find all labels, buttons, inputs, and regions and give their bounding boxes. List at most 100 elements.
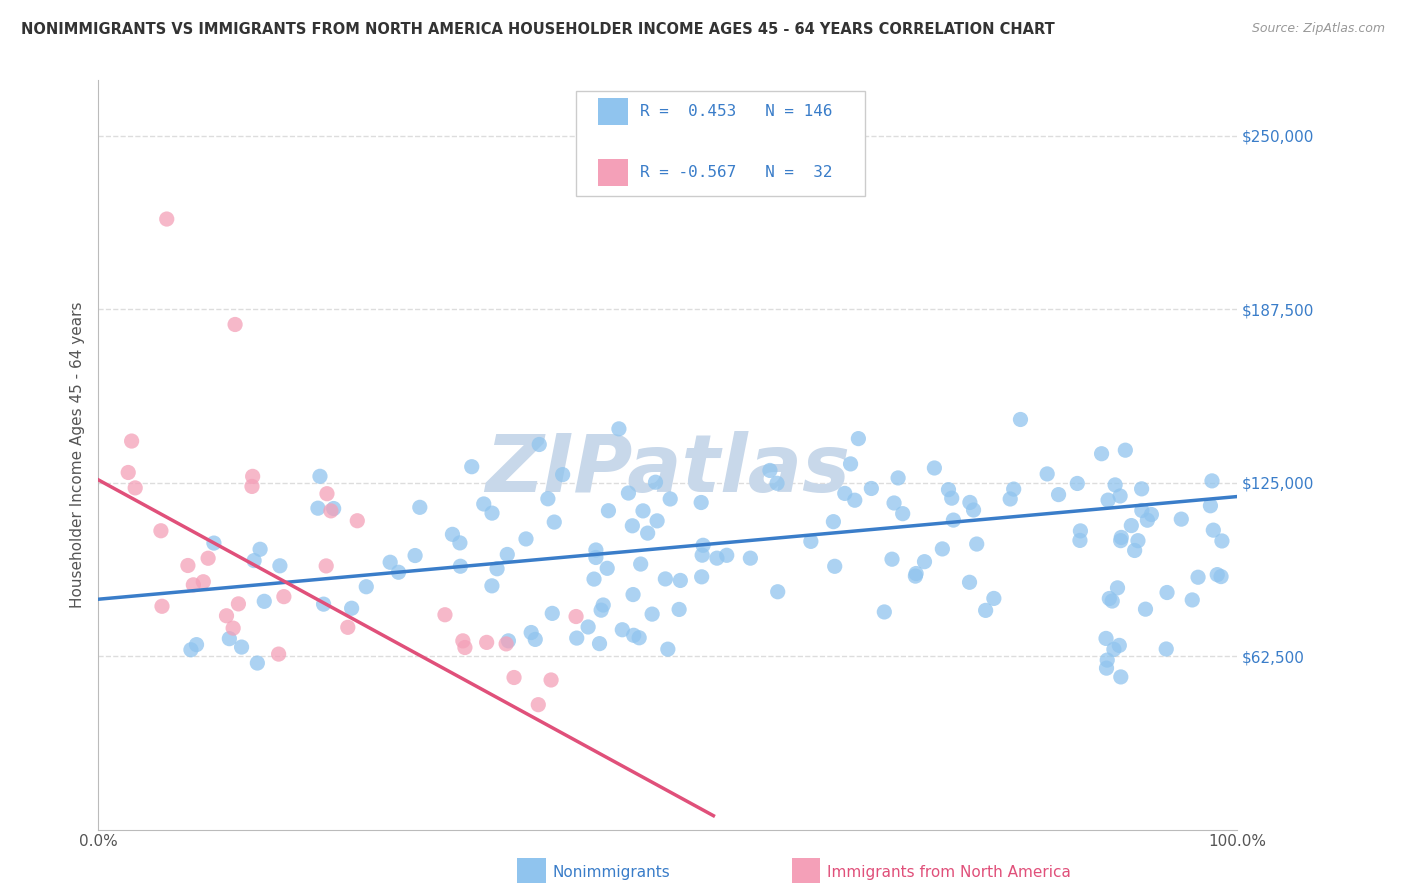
Point: [690, 570, 713, 584]
Point: [524, 632, 547, 647]
Point: [941, 491, 963, 505]
Point: [766, 476, 789, 491]
Point: [591, 603, 613, 617]
Point: [1121, 518, 1143, 533]
Point: [551, 467, 574, 482]
Point: [496, 548, 519, 562]
Point: [117, 466, 139, 480]
Point: [668, 602, 690, 616]
Point: [409, 500, 432, 515]
Point: [121, 434, 143, 448]
Point: [1002, 482, 1025, 496]
Point: [576, 620, 599, 634]
Point: [565, 631, 588, 645]
Point: [267, 647, 290, 661]
Point: [319, 504, 342, 518]
Point: [336, 620, 359, 634]
Point: [340, 601, 363, 615]
Point: [472, 497, 495, 511]
Point: [1109, 489, 1132, 503]
Point: [690, 495, 713, 509]
Point: [322, 501, 344, 516]
Point: [844, 493, 866, 508]
Point: [316, 486, 339, 500]
Text: NONIMMIGRANTS VS IMMIGRANTS FROM NORTH AMERICA HOUSEHOLDER INCOME AGES 45 - 64 Y: NONIMMIGRANTS VS IMMIGRANTS FROM NORTH A…: [21, 22, 1054, 37]
Point: [1095, 661, 1118, 675]
Point: [1199, 499, 1222, 513]
Point: [540, 673, 562, 687]
Point: [585, 543, 607, 558]
Point: [630, 557, 652, 571]
Point: [1123, 543, 1146, 558]
Point: [1130, 503, 1153, 517]
Point: [612, 623, 634, 637]
Point: [891, 507, 914, 521]
Point: [242, 469, 264, 483]
Point: [307, 501, 329, 516]
Point: [924, 461, 946, 475]
Point: [240, 479, 263, 493]
Point: [1206, 567, 1229, 582]
Point: [716, 549, 738, 563]
Point: [659, 491, 682, 506]
Point: [860, 482, 883, 496]
Point: [959, 575, 981, 590]
Point: [959, 495, 981, 509]
Point: [596, 561, 619, 575]
Point: [740, 551, 762, 566]
Point: [451, 633, 474, 648]
Point: [637, 526, 659, 541]
Point: [475, 635, 498, 649]
Point: [645, 514, 668, 528]
Point: [582, 572, 605, 586]
Point: [486, 562, 509, 576]
Point: [193, 574, 215, 589]
Point: [1090, 447, 1112, 461]
Point: [520, 625, 543, 640]
Point: [537, 491, 560, 506]
Point: [631, 504, 654, 518]
Point: [1108, 639, 1130, 653]
Point: [1069, 533, 1091, 548]
Point: [1109, 533, 1132, 548]
Point: [150, 599, 173, 614]
Point: [621, 588, 644, 602]
Point: [962, 503, 984, 517]
Point: [588, 637, 610, 651]
Point: [1102, 642, 1125, 657]
Point: [974, 603, 997, 617]
Point: [218, 632, 240, 646]
Point: [315, 558, 337, 573]
Point: [356, 580, 378, 594]
Point: [983, 591, 1005, 606]
Point: [503, 671, 526, 685]
Point: [607, 422, 630, 436]
Point: [617, 486, 640, 500]
Point: [848, 432, 870, 446]
Point: [1202, 523, 1225, 537]
Point: [565, 609, 588, 624]
Point: [149, 524, 172, 538]
Point: [1211, 533, 1233, 548]
Point: [541, 607, 564, 621]
Point: [1097, 493, 1119, 508]
Point: [641, 607, 664, 621]
Point: [1101, 594, 1123, 608]
Text: Nonimmigrants: Nonimmigrants: [553, 865, 671, 880]
Point: [228, 597, 250, 611]
Point: [880, 552, 903, 566]
Point: [441, 527, 464, 541]
Point: [823, 515, 845, 529]
Point: [309, 469, 332, 483]
Point: [231, 640, 253, 654]
Text: Immigrants from North America: Immigrants from North America: [827, 865, 1070, 880]
Point: [1135, 602, 1157, 616]
Point: [1140, 508, 1163, 522]
Point: [404, 549, 426, 563]
Point: [1170, 512, 1192, 526]
Point: [215, 608, 238, 623]
Point: [1209, 569, 1232, 583]
Point: [515, 532, 537, 546]
Point: [1095, 632, 1118, 646]
Point: [585, 550, 607, 565]
